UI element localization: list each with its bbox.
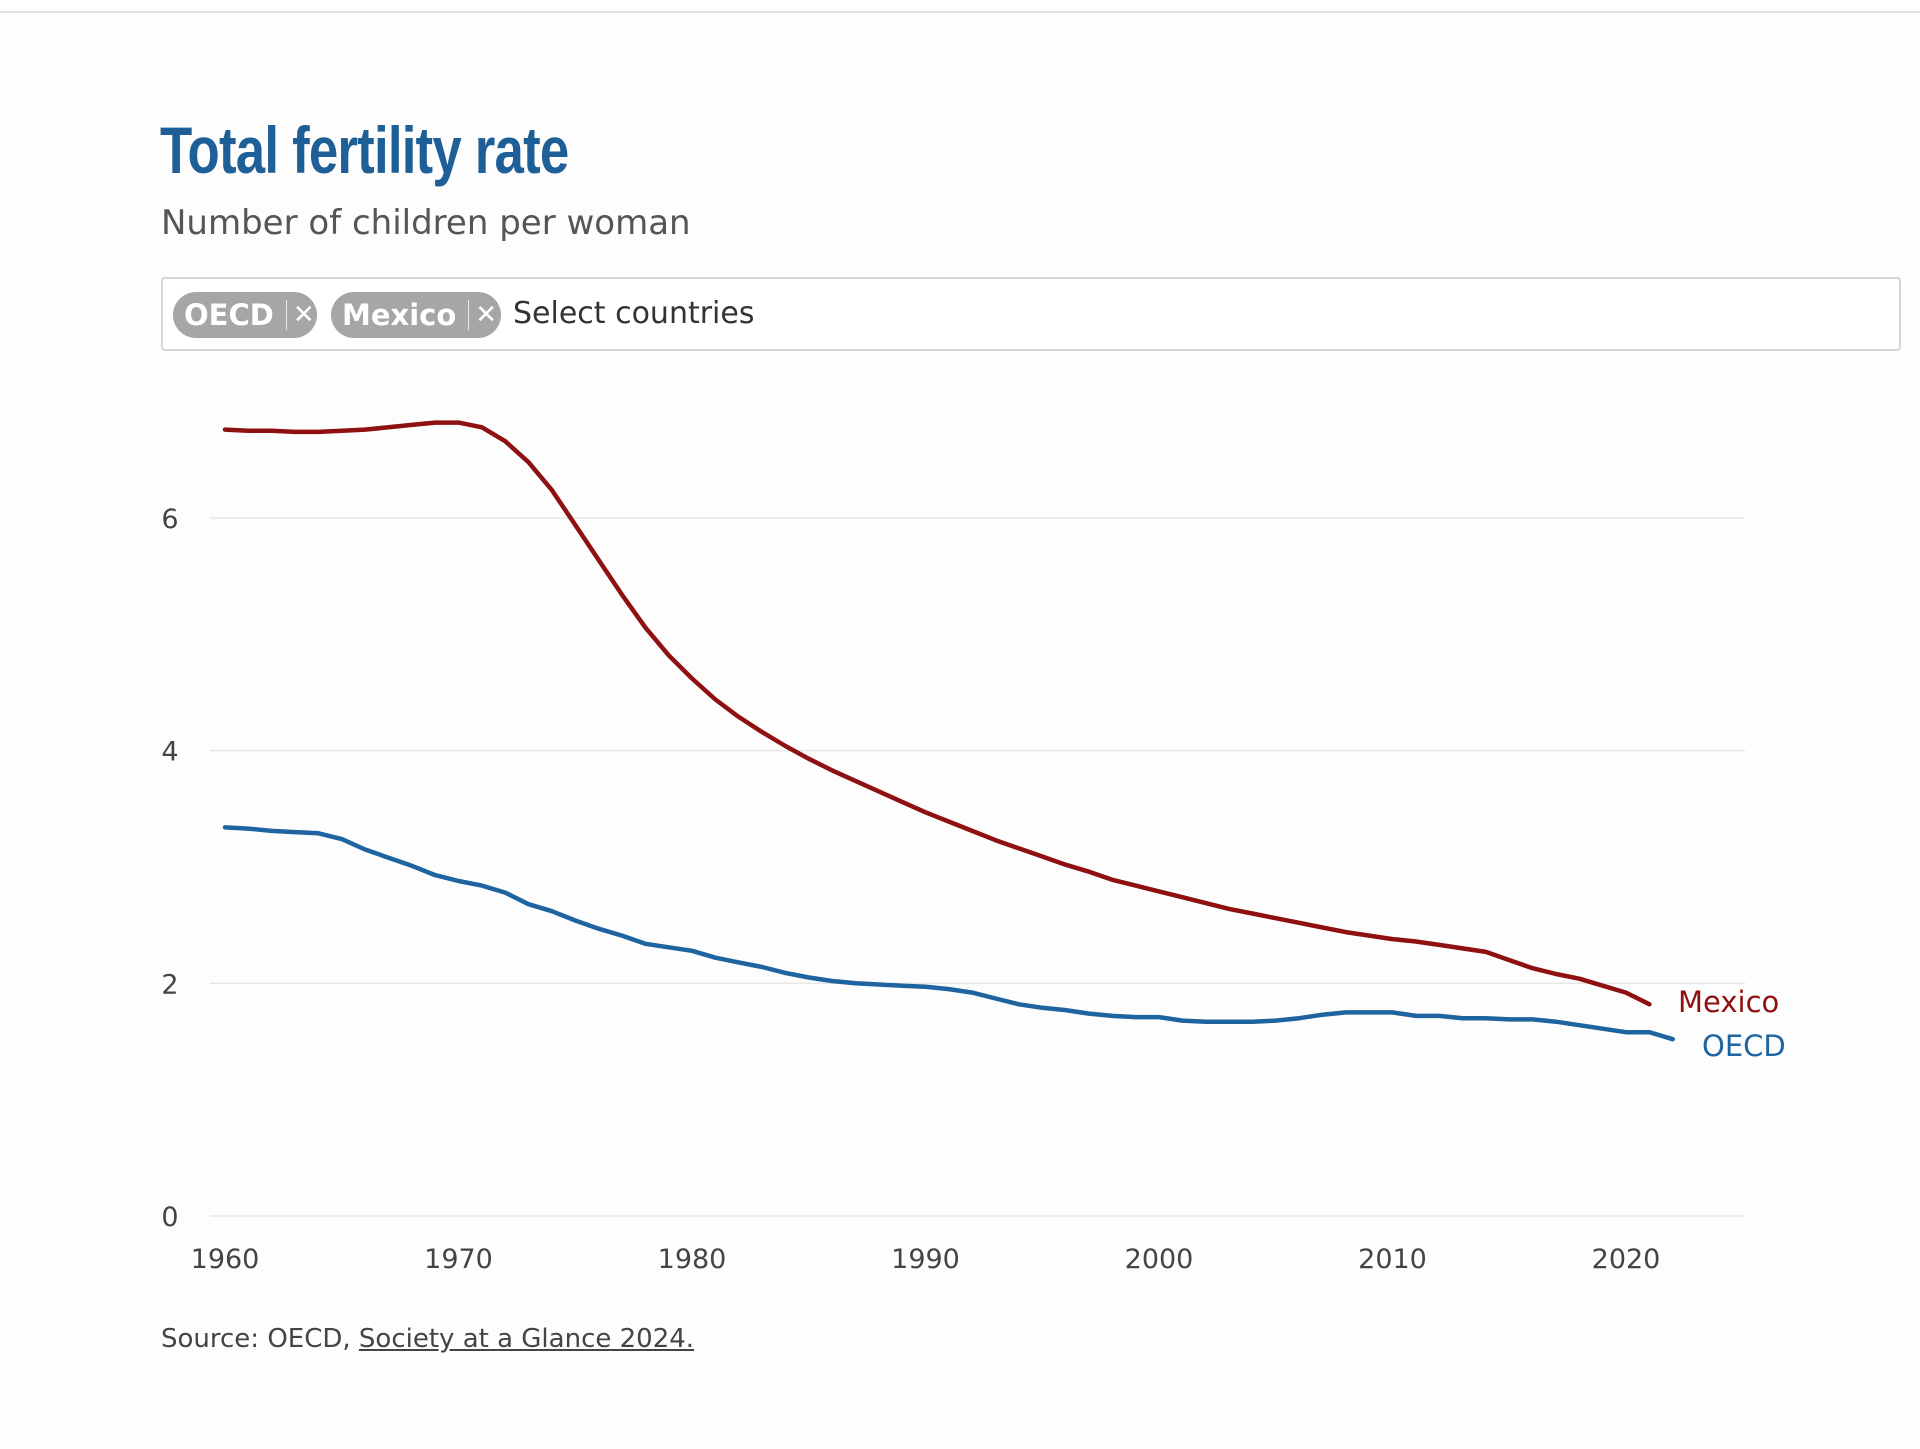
y-tick-label: 6: [161, 504, 178, 535]
source-link[interactable]: Society at a Glance 2024.: [358, 1324, 695, 1354]
chip-label: Mexico: [342, 298, 457, 332]
y-tick-label: 2: [161, 969, 178, 1000]
series-line-mexico: [222, 420, 1652, 1007]
country-selector[interactable]: OECD ✕ Mexico ✕ Select countries: [161, 277, 1901, 351]
source-prefix: Source: OECD,: [161, 1324, 359, 1354]
source-note: Source: OECD, Society at a Glance 2024.: [161, 1324, 694, 1354]
chip-oecd: OECD ✕: [173, 292, 317, 338]
series-label-mexico: Mexico: [1678, 985, 1779, 1019]
x-tick-label: 1960: [191, 1244, 260, 1275]
x-tick-label: 2020: [1592, 1244, 1661, 1275]
chip-divider: [468, 300, 470, 330]
chip-label: OECD: [184, 298, 274, 332]
y-tick-label: 0: [161, 1202, 178, 1233]
x-tick-label: 2010: [1358, 1244, 1427, 1275]
y-tick-label: 4: [161, 737, 178, 768]
chip-divider: [285, 300, 287, 330]
select-countries-input[interactable]: Select countries: [513, 296, 755, 331]
close-icon[interactable]: ✕: [475, 300, 498, 330]
x-tick-label: 1990: [891, 1244, 960, 1275]
close-icon[interactable]: ✕: [292, 300, 315, 330]
top-divider: [0, 0, 1920, 13]
x-tick-label: 1970: [424, 1244, 493, 1275]
x-tick-label: 2000: [1125, 1244, 1194, 1275]
chart-subtitle: Number of children per woman: [161, 203, 691, 243]
x-tick-label: 1980: [658, 1244, 727, 1275]
chart-title: Total fertility rate: [160, 113, 569, 187]
series-label-oecd: OECD: [1702, 1029, 1786, 1063]
chip-mexico: Mexico ✕: [331, 292, 501, 338]
series-line-oecd: [222, 825, 1675, 1042]
